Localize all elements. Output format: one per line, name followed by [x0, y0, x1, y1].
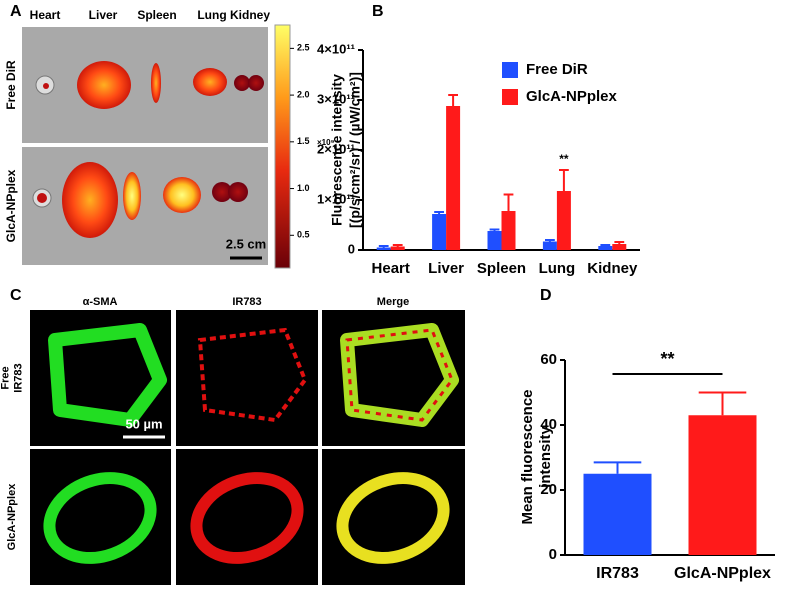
bar	[501, 211, 516, 250]
x-tick-label: GlcA-NPplex	[674, 565, 771, 582]
y-tick-label: 1×10¹¹	[317, 191, 355, 206]
y-axis-label: intensity	[537, 426, 554, 488]
column-label: IR783	[232, 296, 261, 308]
colorbar-tick-label: 0.5	[297, 230, 310, 240]
y-axis-label: [(p/s/cm²/sr) / (µW/cm²)]	[347, 72, 363, 228]
organ-label: Spleen	[137, 8, 176, 22]
y-tick-label: 0	[549, 546, 557, 563]
x-tick-label: Spleen	[477, 260, 526, 277]
bar	[446, 106, 461, 250]
colorbar-tick-label: 1.5	[297, 136, 310, 146]
colorbar-tick-label: 2.0	[297, 89, 310, 99]
y-tick-label: 3×10¹¹	[317, 91, 355, 106]
organ-images	[22, 27, 268, 265]
y-axis-label: Fluorescence intensity	[329, 74, 345, 226]
colorbar-tick-label: 2.5	[297, 43, 310, 53]
y-tick-label: 60	[540, 351, 557, 368]
legend-swatch	[502, 89, 518, 105]
legend-label: Free DiR	[526, 61, 588, 78]
y-axis-label: Mean fluorescence	[519, 389, 536, 524]
bar	[598, 246, 613, 250]
row-label: Free DiR	[4, 60, 18, 110]
y-tick-label: 2×10¹¹	[317, 141, 355, 156]
organ-label: Heart	[30, 8, 61, 22]
colorbar	[274, 24, 291, 269]
y-tick-label: 40	[540, 416, 557, 433]
panel-label: B	[372, 3, 384, 20]
panel-label: A	[10, 3, 22, 20]
bar	[432, 214, 447, 250]
row-label: GlcA-NPplex	[6, 483, 18, 551]
legend-swatch	[502, 62, 518, 78]
row-label: IR783	[12, 363, 24, 392]
y-tick-label: 4×10¹¹	[317, 41, 355, 56]
x-tick-label: Kidney	[587, 260, 638, 277]
bar	[556, 191, 571, 250]
bar	[376, 247, 391, 250]
bar	[583, 473, 652, 555]
x-tick-label: IR783	[596, 565, 639, 582]
x-tick-label: Lung	[539, 260, 576, 277]
colorbar-tick-label: 1.0	[297, 183, 310, 193]
microscopy-images	[30, 310, 465, 585]
significance-label: **	[660, 349, 674, 369]
organ-label: Kidney	[230, 8, 270, 22]
column-label: Merge	[377, 296, 409, 308]
significance-label: **	[559, 152, 569, 166]
panel-label: D	[540, 287, 552, 304]
bar	[487, 231, 502, 250]
bar	[612, 244, 627, 250]
x-tick-label: Heart	[372, 260, 410, 277]
bar	[390, 246, 405, 250]
y-tick-label: 20	[540, 481, 557, 498]
organ-label: Liver	[89, 8, 118, 22]
row-label: Free	[0, 366, 11, 389]
legend-label: GlcA-NPplex	[526, 88, 618, 105]
column-label: α-SMA	[83, 296, 118, 308]
row-label: GlcA-NPplex	[4, 169, 18, 242]
bar	[688, 415, 757, 555]
scale-bar-label: 50 µm	[125, 416, 162, 431]
y-tick-label: 0	[348, 241, 355, 256]
x-tick-label: Liver	[428, 260, 464, 277]
colorbar-unit: ×10⁹	[317, 138, 335, 147]
panel-label: C	[10, 287, 22, 304]
scale-bar-label: 2.5 cm	[226, 236, 266, 251]
bar	[542, 241, 557, 250]
organ-label: Lung	[197, 8, 226, 22]
